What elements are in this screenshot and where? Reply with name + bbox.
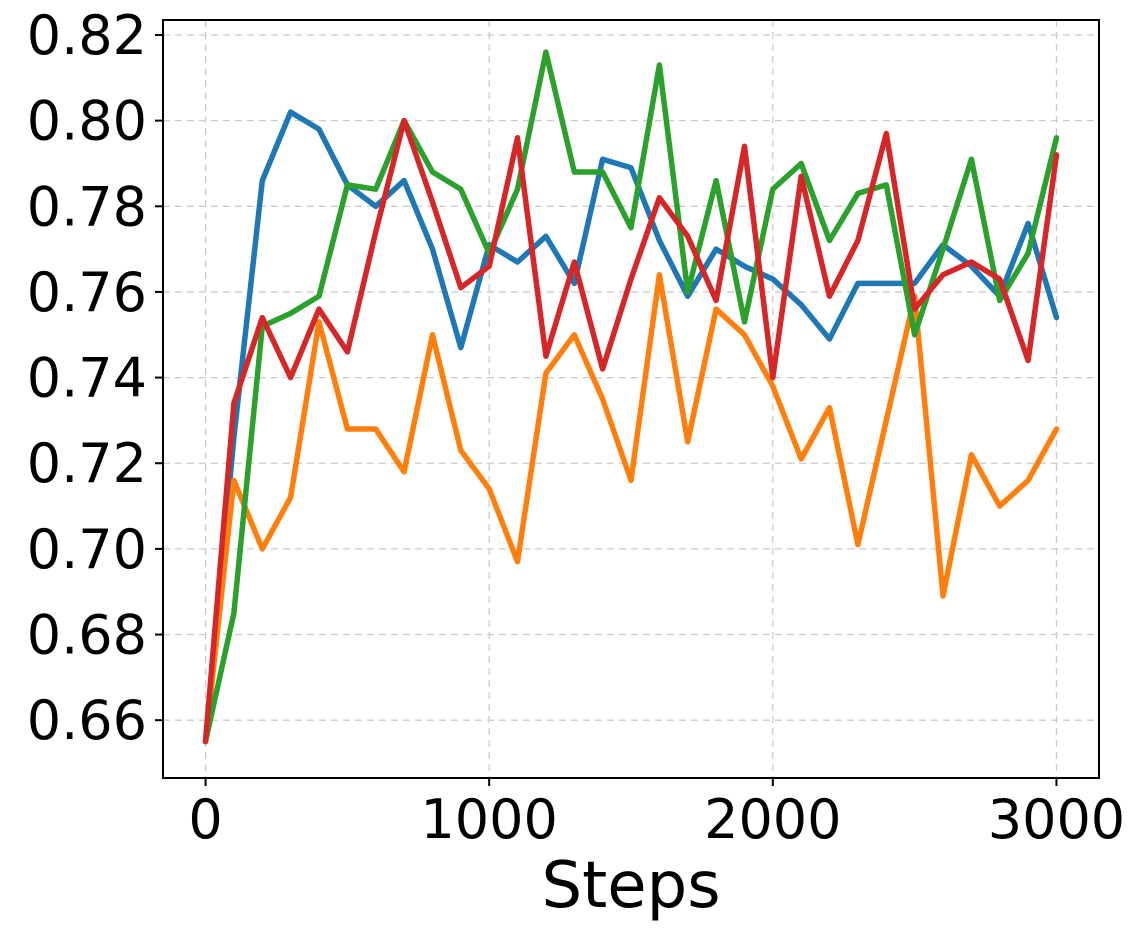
y-tick-label: 0.78 xyxy=(27,175,147,238)
series-line-2 xyxy=(202,272,1060,745)
y-axis-ticks: 0.66 0.68 0.70 0.72 0.74 0.76 0.78 0.80 0.82 xyxy=(27,4,163,752)
grid-lines xyxy=(163,20,1099,778)
y-tick-label: 0.80 xyxy=(27,90,147,153)
x-tick-label: 3000 xyxy=(988,788,1125,851)
y-tick-label: 0.72 xyxy=(27,432,147,495)
y-tick-label: 0.74 xyxy=(27,347,147,410)
x-axis-ticks: 0 1000 2000 3000 xyxy=(188,778,1125,851)
y-tick-label: 0.82 xyxy=(27,4,147,67)
x-tick-label: 0 xyxy=(188,788,222,851)
y-tick-label: 0.68 xyxy=(27,604,147,667)
y-tick-label: 0.70 xyxy=(27,518,147,581)
plot-frame xyxy=(162,19,1100,779)
series-lines xyxy=(202,49,1060,745)
series-line-3 xyxy=(202,49,1060,745)
y-tick-label: 0.76 xyxy=(27,261,147,324)
y-tick-label: 0.66 xyxy=(27,689,147,752)
x-axis-title: Steps xyxy=(541,849,720,923)
x-tick-label: 1000 xyxy=(420,788,557,851)
series-line-4 xyxy=(202,117,1060,745)
x-tick-label: 2000 xyxy=(704,788,841,851)
